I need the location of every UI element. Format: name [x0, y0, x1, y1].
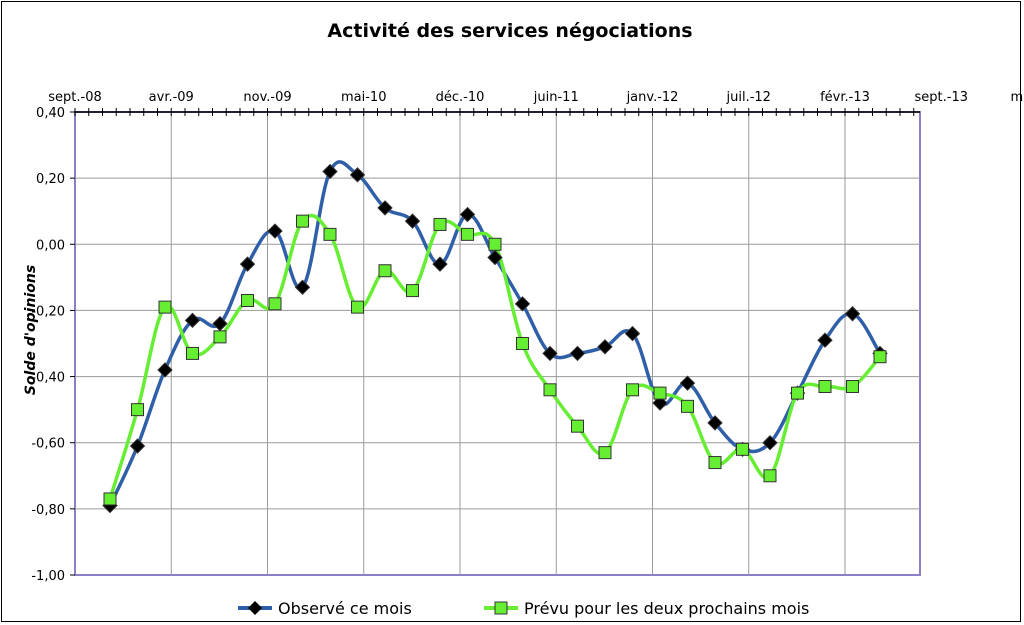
- point-prevu: [571, 419, 584, 433]
- point-observe: [432, 256, 448, 272]
- y-tick-label: -1,00: [31, 569, 65, 584]
- legend-marker-prevu: [494, 601, 508, 615]
- point-prevu: [846, 379, 859, 393]
- y-tick-label: -0,80: [31, 503, 65, 518]
- point-observe: [349, 167, 366, 183]
- legend: Observé ce mois Prévu pour les deux proc…: [238, 599, 809, 618]
- x-tick-label: déc.-10: [436, 90, 485, 105]
- point-prevu: [708, 456, 722, 470]
- point-prevu: [516, 337, 529, 350]
- point-observe: [762, 435, 778, 451]
- x-tick-label: sept.-13: [915, 90, 969, 105]
- point-observe: [679, 375, 696, 391]
- point-prevu: [406, 284, 419, 298]
- x-tick-label: mai-10: [341, 90, 386, 105]
- point-prevu: [296, 214, 309, 228]
- point-observe: [157, 362, 173, 378]
- point-prevu: [626, 383, 639, 397]
- grid: [75, 112, 920, 575]
- point-prevu: [323, 227, 337, 241]
- axes: 0,40 0,20 0,00 -0,20 -0,40 -0,60 -0,80 -1,00 sep…: [31, 90, 1024, 584]
- point-prevu: [351, 300, 364, 314]
- point-prevu: [378, 264, 392, 278]
- x-tick-label: juil.-12: [726, 90, 771, 105]
- point-prevu: [461, 227, 474, 241]
- point-prevu: [158, 300, 172, 314]
- point-observe: [294, 279, 311, 295]
- point-prevu: [241, 294, 254, 308]
- point-observe: [404, 213, 421, 229]
- point-prevu: [653, 386, 667, 400]
- point-observe: [459, 206, 476, 223]
- y-axis-label: Solde d'opinions: [23, 265, 39, 395]
- point-prevu: [268, 297, 282, 311]
- point-observe: [129, 438, 146, 454]
- point-prevu: [433, 217, 447, 231]
- x-tick-label: mars-14: [1011, 90, 1024, 105]
- point-prevu: [131, 403, 144, 417]
- legend-marker-observe: [248, 601, 262, 615]
- point-observe: [817, 332, 833, 348]
- point-observe: [239, 256, 256, 272]
- point-prevu: [736, 442, 749, 456]
- x-tick-label: juin-11: [533, 90, 579, 105]
- point-observe: [597, 339, 613, 355]
- point-observe: [184, 312, 201, 329]
- point-prevu: [818, 379, 832, 393]
- series-layer: [102, 160, 888, 514]
- point-observe: [377, 200, 393, 216]
- point-observe: [487, 249, 503, 266]
- y-tick-label: -0,40: [31, 371, 65, 386]
- point-observe: [707, 415, 723, 431]
- point-prevu: [791, 386, 804, 400]
- point-prevu: [213, 330, 227, 344]
- point-prevu: [598, 446, 612, 460]
- point-observe: [267, 223, 283, 239]
- chart-title: Activité des services négociations: [327, 20, 692, 42]
- y-tick-label: 0,00: [36, 238, 65, 253]
- point-observe: [569, 345, 586, 362]
- point-prevu: [186, 346, 199, 360]
- point-observe: [542, 345, 558, 362]
- y-tick-label: 0,20: [36, 172, 65, 187]
- point-prevu: [103, 492, 117, 506]
- point-prevu: [681, 399, 694, 413]
- y-tick-label: -0,60: [31, 437, 65, 452]
- x-tick-label: janv.-12: [626, 90, 679, 105]
- point-prevu: [488, 237, 502, 251]
- point-observe: [844, 306, 861, 322]
- x-tick-label: févr.-13: [820, 90, 870, 105]
- point-prevu: [763, 469, 777, 483]
- point-observe: [322, 163, 338, 180]
- point-observe: [624, 325, 641, 342]
- point-observe: [514, 296, 531, 312]
- plot-area: [74, 111, 921, 576]
- legend-label-observe: Observé ce mois: [278, 599, 412, 618]
- point-prevu: [543, 383, 557, 397]
- y-tick-label: 0,40: [36, 106, 65, 121]
- x-tick-label: nov.-09: [243, 90, 291, 105]
- point-prevu: [873, 350, 887, 364]
- x-tick-label: sept.-08: [48, 90, 102, 105]
- x-tick-label: avr.-09: [149, 90, 194, 105]
- y-tick-label: -0,20: [31, 304, 65, 319]
- legend-label-prevu: Prévu pour les deux prochains mois: [524, 599, 809, 618]
